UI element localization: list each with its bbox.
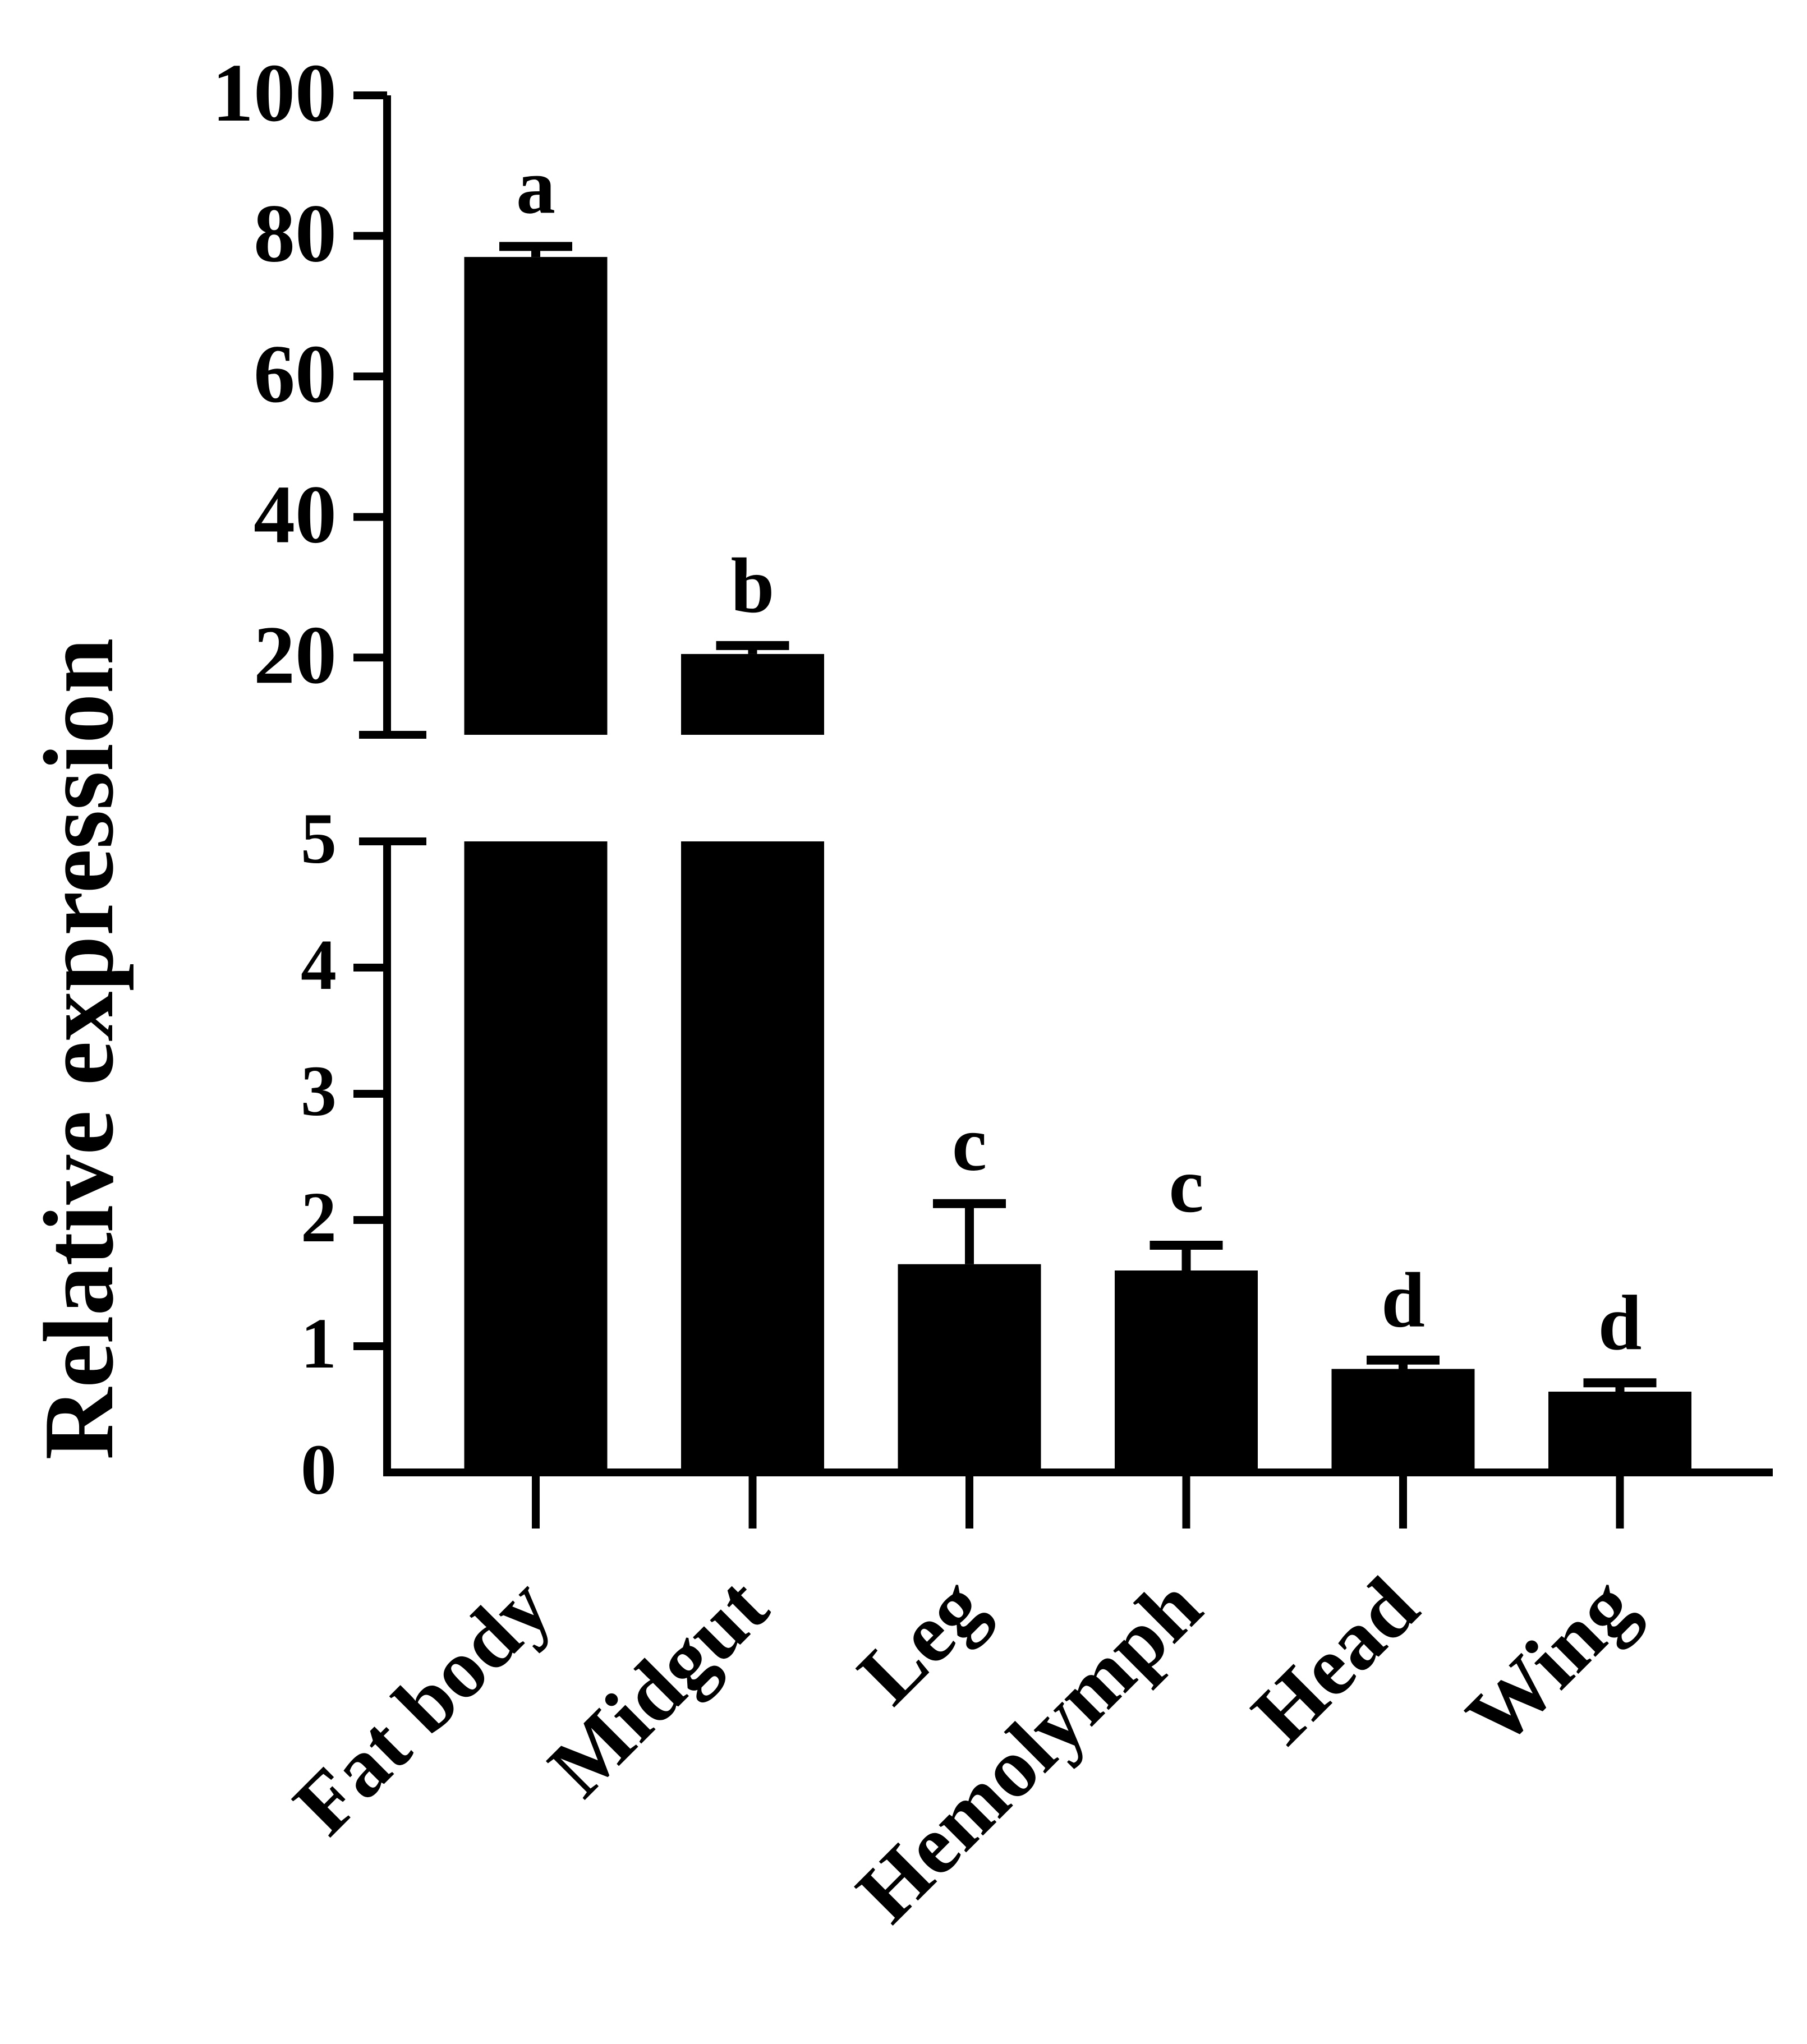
bar <box>464 257 608 735</box>
bar <box>681 841 824 1472</box>
y-tick-label: 5 <box>301 799 337 878</box>
x-tick-label: Leg <box>840 1560 1002 1721</box>
y-tick-label: 1 <box>301 1304 337 1383</box>
y-tick-label: 60 <box>254 328 337 420</box>
bar <box>464 841 608 1472</box>
x-tick-label: Wing <box>1449 1560 1653 1764</box>
significance-letter: d <box>1598 1279 1642 1366</box>
significance-letter: c <box>952 1101 987 1187</box>
y-tick-label: 40 <box>254 469 337 561</box>
y-tick-label: 2 <box>301 1177 337 1257</box>
significance-letter: c <box>1169 1142 1203 1229</box>
x-tick-label: Fat body <box>276 1560 568 1852</box>
significance-letter: a <box>516 143 555 230</box>
y-axis-title: Relative expression <box>23 638 134 1460</box>
y-tick-label: 4 <box>301 925 337 1005</box>
error-bars-group <box>499 242 1657 1392</box>
significance-letter: d <box>1381 1257 1425 1344</box>
y-tick-label: 3 <box>301 1051 337 1131</box>
x-tick-label: Head <box>1234 1560 1436 1761</box>
bar <box>898 1264 1041 1472</box>
y-tick-label: 20 <box>254 609 337 701</box>
x-tick-label: Midgut <box>531 1560 785 1814</box>
y-tick-label: 0 <box>301 1430 337 1509</box>
bar <box>1331 1369 1475 1472</box>
y-tick-label: 100 <box>212 47 337 139</box>
axes-group: 0 1 2 3 4 5 20 40 60 80 100 <box>212 47 1773 1529</box>
significance-letter: b <box>731 542 775 629</box>
bar <box>1115 1270 1258 1472</box>
bars-group <box>464 257 1691 1472</box>
y-tick-label: 80 <box>254 188 337 280</box>
bar <box>681 653 824 735</box>
bar <box>1548 1392 1691 1472</box>
